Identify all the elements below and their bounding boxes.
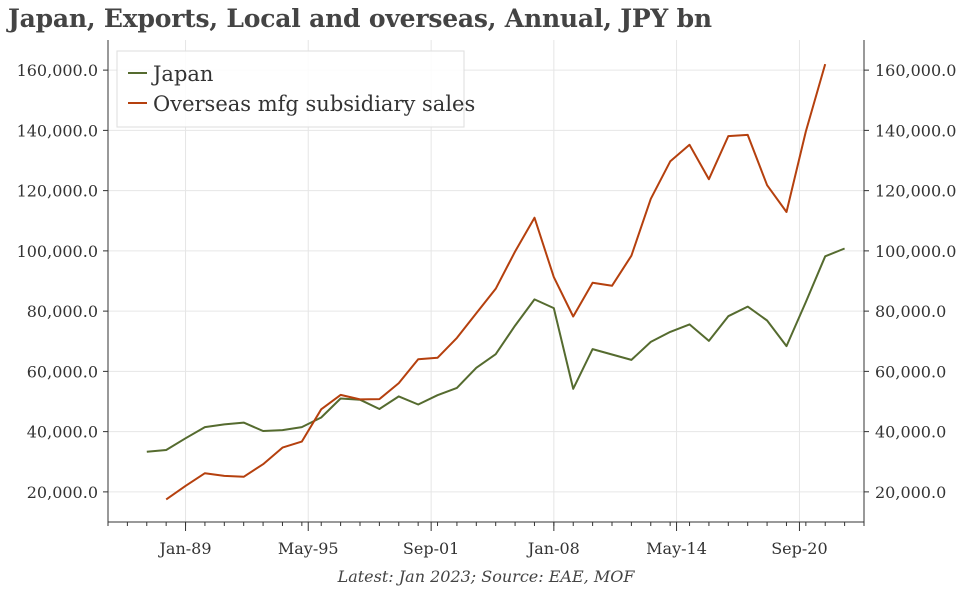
y-tick-label-right: 140,000.0	[875, 121, 956, 140]
y-tick-label-right: 100,000.0	[875, 242, 956, 261]
series-line-japan	[146, 247, 845, 453]
y-tick-label-left: 40,000.0	[27, 423, 98, 442]
x-tick-label: Jan-08	[526, 539, 580, 558]
legend: Japan Overseas mfg subsidiary sales	[116, 50, 475, 128]
y-tick-label-left: 100,000.0	[17, 242, 98, 261]
series-line-overseas	[165, 63, 827, 501]
y-tick-label-right: 60,000.0	[875, 362, 946, 381]
x-tick-label: May-14	[646, 539, 707, 558]
y-tick-label-left: 160,000.0	[17, 61, 98, 80]
y-tick-label-left: 120,000.0	[17, 182, 98, 201]
y-tick-label-left: 20,000.0	[27, 483, 98, 502]
series-lines	[146, 63, 845, 501]
y-tick-label-right: 80,000.0	[875, 302, 946, 321]
y-tick-label-left: 80,000.0	[27, 302, 98, 321]
y-tick-label-left: 60,000.0	[27, 362, 98, 381]
y-tick-label-right: 120,000.0	[875, 182, 956, 201]
legend-label-overseas: Overseas mfg subsidiary sales	[153, 92, 475, 116]
y-tick-label-right: 40,000.0	[875, 423, 946, 442]
x-tick-label: Jan-89	[158, 539, 212, 558]
legend-label-japan: Japan	[151, 62, 213, 86]
legend-box	[116, 50, 465, 128]
x-tick-label: Sep-01	[403, 539, 459, 558]
x-tick-label: May-95	[278, 539, 339, 558]
x-tick-label: Sep-20	[771, 539, 827, 558]
axes: 20,000.0 40,000.0 60,000.0 80,000.0 100,000.…	[17, 40, 956, 558]
y-tick-label-right: 160,000.0	[875, 61, 956, 80]
chart-footer: Latest: Jan 2023; Source: EAE, MOF	[337, 567, 636, 586]
y-tick-label-left: 140,000.0	[17, 121, 98, 140]
chart-title: Japan, Exports, Local and overseas, Annu…	[8, 4, 712, 33]
y-tick-label-right: 20,000.0	[875, 483, 946, 502]
